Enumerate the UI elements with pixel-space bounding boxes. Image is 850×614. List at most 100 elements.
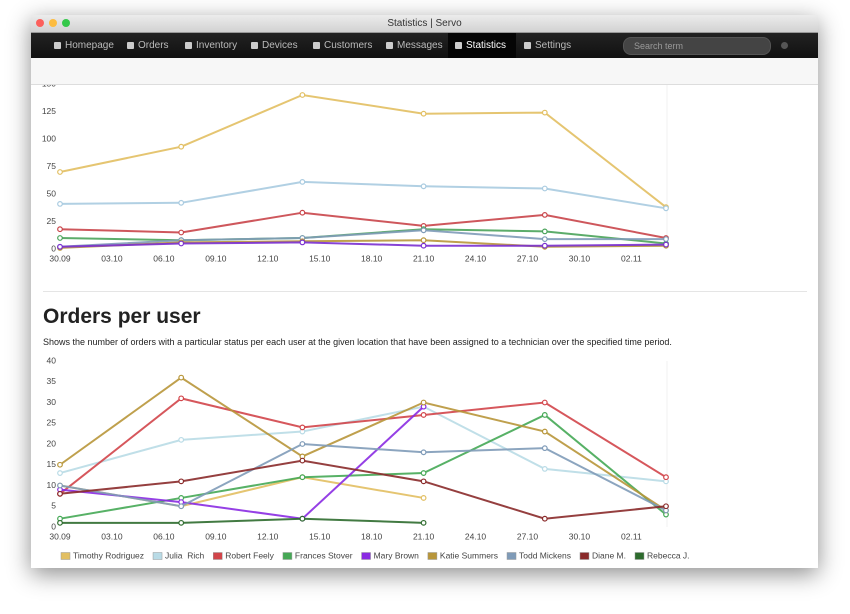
nav-item[interactable]: Messages — [379, 33, 449, 58]
data-point — [178, 229, 185, 236]
series-line — [59, 211, 667, 239]
x-tick-label: 03.10 — [101, 253, 123, 263]
legend-swatch — [152, 552, 163, 560]
x-tick-label: 30.09 — [49, 531, 71, 541]
data-point — [299, 515, 306, 522]
data-point — [57, 461, 63, 468]
divider — [43, 291, 807, 292]
legend-swatch — [60, 552, 71, 560]
series-line — [59, 397, 667, 495]
x-tick-label: 27.10 — [517, 253, 539, 263]
x-tick-label: 15.10 — [309, 531, 331, 541]
series-line — [59, 93, 667, 208]
x-tick-label: 30.09 — [49, 253, 71, 263]
data-point — [57, 226, 63, 233]
data-point — [299, 92, 306, 98]
user-menu[interactable] — [781, 42, 788, 49]
legend-swatch — [506, 552, 517, 560]
x-tick-label: 27.10 — [517, 531, 539, 541]
close-button[interactable] — [36, 19, 44, 27]
chart-area: 025507510012515030.0903.1006.1009.1012.1… — [42, 85, 690, 560]
series-line — [59, 442, 667, 512]
data-point — [299, 178, 306, 185]
x-tick-label: 02.11 — [621, 253, 642, 263]
data-point — [57, 490, 63, 497]
x-tick-label: 21.10 — [413, 531, 435, 541]
data-point — [299, 441, 306, 447]
y-tick-label: 20 — [47, 438, 57, 448]
data-point — [178, 519, 185, 526]
data-point — [57, 169, 63, 175]
data-point — [299, 239, 306, 246]
data-point — [663, 236, 669, 243]
legend-swatch — [361, 552, 371, 560]
y-tick-label: 125 — [42, 106, 56, 116]
data-point — [178, 240, 185, 247]
y-tick-label: 5 — [51, 501, 56, 511]
data-point — [299, 424, 306, 431]
data-point — [420, 110, 427, 117]
nav-item[interactable]: Devices — [244, 33, 304, 58]
window: Statistics | Servo Homepage Orders Inven… — [31, 15, 818, 568]
y-tick-label: 75 — [47, 161, 57, 171]
legend-swatch — [213, 552, 223, 560]
nav-item[interactable]: Inventory — [178, 33, 243, 58]
x-tick-label: 15.10 — [309, 253, 331, 263]
y-tick-label: 100 — [42, 133, 56, 143]
y-tick-label: 0 — [51, 521, 56, 531]
nav-item[interactable]: Orders — [120, 33, 175, 58]
series-line — [59, 180, 667, 210]
x-tick-label: 24.10 — [465, 531, 487, 541]
nav-item[interactable]: Statistics — [448, 33, 517, 58]
search-input[interactable]: Search term — [623, 37, 771, 55]
minimize-button[interactable] — [49, 19, 57, 27]
nav-item[interactable]: Customers — [306, 33, 378, 58]
x-tick-label: 02.11 — [621, 531, 642, 541]
legend-swatch — [579, 552, 590, 560]
series-line — [59, 405, 425, 520]
y-tick-label: 50 — [47, 188, 57, 198]
series-line — [59, 476, 424, 508]
data-point — [178, 503, 185, 510]
zoom-button[interactable] — [62, 19, 70, 27]
window-title: Statistics | Servo — [387, 18, 462, 29]
y-tick-label: 15 — [47, 459, 57, 469]
nav-item[interactable]: Settings — [517, 33, 577, 58]
data-point — [663, 474, 669, 481]
series-line — [59, 405, 667, 483]
nav-item[interactable]: Homepage — [47, 33, 120, 58]
data-point — [663, 205, 669, 212]
legend-label: Mary Brown — [374, 550, 420, 560]
navbar: Homepage Orders Inventory Devices Custom… — [31, 33, 818, 58]
data-point — [541, 428, 548, 435]
data-point — [299, 457, 306, 464]
data-point — [178, 199, 185, 206]
x-tick-label: 06.10 — [153, 531, 175, 541]
y-tick-label: 35 — [47, 376, 57, 386]
legend-label: Diane M. — [592, 550, 626, 560]
section-description: Shows the number of orders with a partic… — [43, 337, 672, 347]
data-point — [420, 227, 427, 234]
x-tick-label: 21.10 — [413, 253, 435, 263]
data-point — [541, 515, 548, 522]
data-point — [178, 143, 185, 150]
data-point — [541, 185, 548, 192]
data-point — [541, 399, 548, 406]
legend-swatch — [427, 552, 438, 560]
title-bar: Statistics | Servo — [31, 15, 818, 33]
x-tick-label: 09.10 — [205, 531, 227, 541]
x-tick-label: 12.10 — [257, 531, 279, 541]
data-point — [420, 237, 427, 244]
x-tick-label: 30.10 — [569, 253, 591, 263]
series-line — [59, 376, 667, 512]
data-point — [178, 436, 185, 443]
data-point — [420, 495, 427, 501]
subnav-strip — [31, 58, 818, 85]
x-tick-label: 06.10 — [153, 253, 175, 263]
data-point — [420, 242, 427, 249]
x-tick-label: 09.10 — [205, 253, 227, 263]
data-point — [57, 519, 63, 526]
data-point — [299, 474, 306, 481]
data-point — [541, 242, 548, 249]
